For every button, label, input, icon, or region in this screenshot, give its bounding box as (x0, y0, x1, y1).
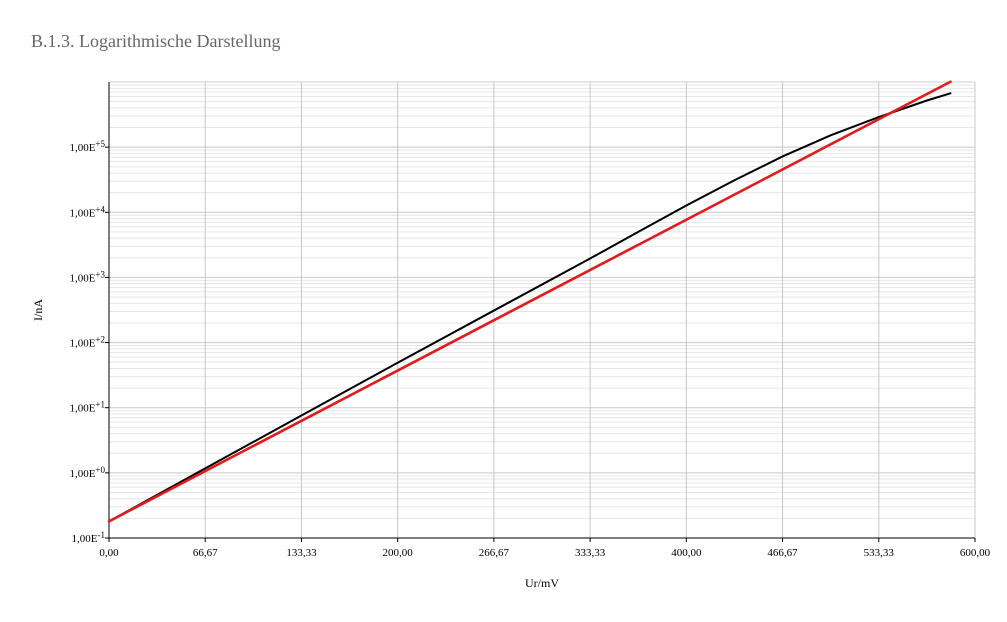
x-tick-label: 400,00 (671, 547, 702, 559)
y-tick-label: 1,00E+0 (69, 465, 105, 480)
y-tick-label: 1,00E-1 (72, 530, 105, 545)
x-tick-label: 600,00 (960, 547, 991, 559)
y-tick-labels: 1,00E-1 1,00E+0 1,00E+1 1,00E+2 1,00E+3 1,00E… (69, 139, 105, 545)
x-tick-label: 533,33 (864, 547, 895, 559)
y-tick-label: 1,00E+3 (69, 269, 105, 284)
x-tick-label: 133,33 (286, 547, 317, 559)
y-tick-label: 1,00E+2 (69, 335, 105, 350)
y-axis-title: I/nA (31, 299, 45, 321)
x-tick-label: 333,33 (575, 547, 606, 559)
x-tick-label: 200,00 (383, 547, 414, 559)
y-tick-label: 1,00E+1 (69, 400, 105, 415)
axes (105, 82, 976, 542)
chart-title: B.1.3. Logarithmische Darstellung (31, 31, 281, 51)
series-line-2 (107, 80, 952, 523)
x-tick-labels: 0,00 66,67 133,33 200,00 266,67 333,33 400,00 4… (99, 547, 990, 559)
x-axis-title: Ur/mV (525, 576, 559, 590)
y-tick-label: 1,00E+4 (69, 204, 105, 219)
series-line-1 (108, 92, 952, 523)
minor-gridlines (109, 84, 975, 519)
series-layer (107, 80, 952, 523)
x-tick-label: 466,67 (767, 547, 798, 559)
x-tick-label: 266,67 (479, 547, 510, 559)
x-tick-label: 66,67 (193, 547, 218, 559)
y-tick-label: 1,00E+5 (69, 139, 105, 154)
x-tick-label: 0,00 (99, 547, 119, 559)
